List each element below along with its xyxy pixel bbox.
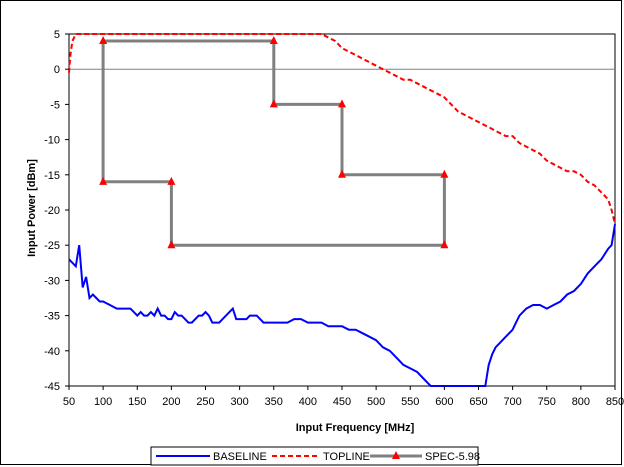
legend-topline-label: TOPLINE [323, 451, 370, 463]
x-tick-label: 400 [299, 396, 317, 408]
baseline-series-line [68, 223, 616, 387]
spec-marker [99, 36, 108, 45]
x-tick-label: 550 [401, 396, 419, 408]
spec-marker [338, 99, 346, 108]
y-tick-label: -45 [44, 381, 60, 393]
x-tick-label: 50 [63, 396, 75, 408]
spec-marker [269, 99, 278, 108]
y-tick-label: -15 [44, 170, 60, 182]
x-tick-label: 100 [94, 396, 112, 408]
legend-spec-label: SPEC-5.98 [425, 451, 480, 463]
y-tick-label: -20 [44, 205, 60, 217]
y-tick-label: -30 [44, 275, 60, 287]
spec-marker [167, 240, 176, 249]
x-tick-label: 650 [469, 396, 487, 408]
x-tick-label: 450 [333, 396, 351, 408]
topline-series-line [68, 33, 616, 225]
x-tick-label: 300 [230, 396, 248, 408]
spec-marker [99, 176, 108, 185]
x-tick-label: 250 [196, 396, 214, 408]
x-tick-label: 700 [503, 396, 521, 408]
x-tick-label: 150 [128, 396, 146, 408]
y-tick-label: -40 [44, 346, 60, 358]
spec-marker [338, 169, 346, 178]
tick-labels: 50 100 150 200 250 300 350 400 450 500 550 600 650 70… [44, 29, 624, 408]
y-tick-label: 0 [54, 64, 60, 76]
x-tick-label: 750 [538, 396, 556, 408]
y-axis-title: Input Power [dBm] [26, 159, 38, 257]
series-group [68, 33, 616, 387]
plot-border [68, 33, 616, 387]
plot-area [68, 33, 616, 387]
y-tick-label: -5 [50, 99, 60, 111]
spec-marker [440, 169, 449, 178]
y-tick-label: 5 [54, 29, 60, 41]
spec-marker [269, 36, 278, 45]
x-axis-title: Input Frequency [MHz] [296, 422, 415, 434]
x-tick-label: 500 [367, 396, 385, 408]
x-tick-label: 350 [265, 396, 283, 408]
x-tick-label: 850 [606, 396, 624, 408]
x-tick-label: 200 [162, 396, 180, 408]
y-tick-label: -10 [44, 135, 60, 147]
legend: BASELINE TOPLINE SPEC-5.98 [150, 446, 480, 466]
x-tick-label: 800 [572, 396, 590, 408]
y-tick-label: -35 [44, 311, 60, 323]
spec-marker [167, 176, 176, 185]
spec-marker [440, 240, 449, 249]
legend-spec-marker [392, 451, 400, 459]
x-tick-label: 600 [435, 396, 453, 408]
legend-baseline-label: BASELINE [213, 451, 267, 463]
y-tick-label: -25 [44, 240, 60, 252]
